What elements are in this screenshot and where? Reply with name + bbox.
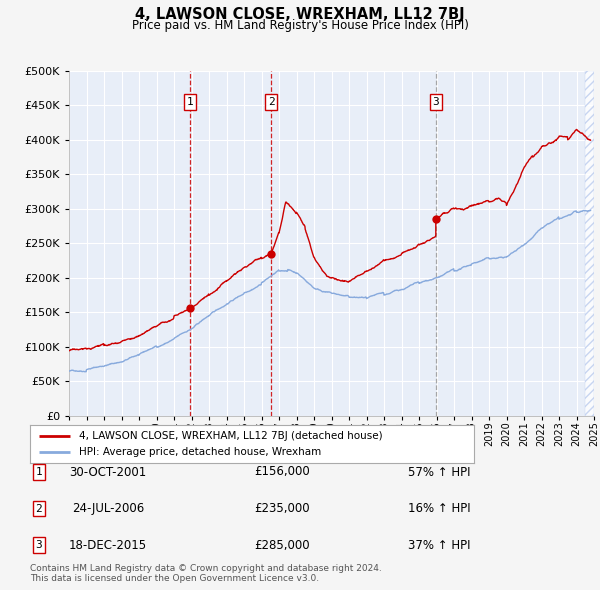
Text: 4, LAWSON CLOSE, WREXHAM, LL12 7BJ: 4, LAWSON CLOSE, WREXHAM, LL12 7BJ — [135, 7, 465, 22]
Text: 24-JUL-2006: 24-JUL-2006 — [72, 502, 144, 515]
Text: 1: 1 — [35, 467, 43, 477]
Text: 2: 2 — [268, 97, 275, 107]
Text: 4, LAWSON CLOSE, WREXHAM, LL12 7BJ (detached house): 4, LAWSON CLOSE, WREXHAM, LL12 7BJ (deta… — [79, 431, 382, 441]
Text: £156,000: £156,000 — [254, 466, 310, 478]
Text: 3: 3 — [35, 540, 43, 550]
Text: £235,000: £235,000 — [254, 502, 310, 515]
Text: £285,000: £285,000 — [254, 539, 310, 552]
Text: 2: 2 — [35, 504, 43, 513]
Text: 57% ↑ HPI: 57% ↑ HPI — [408, 466, 470, 478]
Text: Contains HM Land Registry data © Crown copyright and database right 2024.
This d: Contains HM Land Registry data © Crown c… — [30, 563, 382, 583]
Text: 37% ↑ HPI: 37% ↑ HPI — [408, 539, 470, 552]
Text: 3: 3 — [433, 97, 439, 107]
Text: 18-DEC-2015: 18-DEC-2015 — [69, 539, 147, 552]
Text: 30-OCT-2001: 30-OCT-2001 — [70, 466, 146, 478]
Text: HPI: Average price, detached house, Wrexham: HPI: Average price, detached house, Wrex… — [79, 447, 321, 457]
Text: Price paid vs. HM Land Registry's House Price Index (HPI): Price paid vs. HM Land Registry's House … — [131, 19, 469, 32]
Text: 1: 1 — [187, 97, 193, 107]
Text: 16% ↑ HPI: 16% ↑ HPI — [408, 502, 470, 515]
